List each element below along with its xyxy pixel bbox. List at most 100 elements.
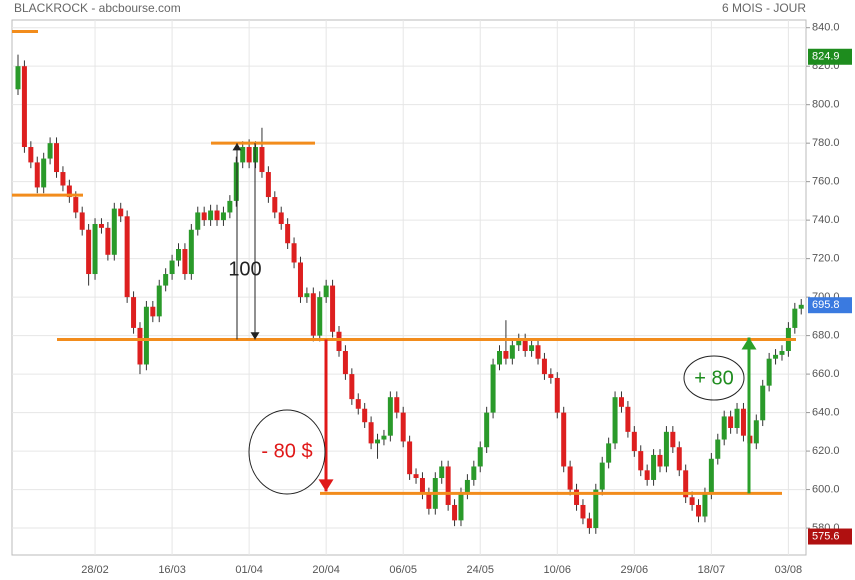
candle-body xyxy=(47,143,53,159)
candle-body xyxy=(529,345,535,352)
chart-title: BLACKROCK - abcbourse.com xyxy=(14,1,181,15)
candle-body xyxy=(586,518,592,529)
y-tick-label: 600.0 xyxy=(812,483,840,495)
candle-body xyxy=(522,339,528,352)
candle-body xyxy=(426,493,432,509)
x-tick-label: 28/02 xyxy=(81,564,109,576)
candle-body xyxy=(60,172,66,186)
candle-body xyxy=(400,412,406,442)
candle-body xyxy=(676,447,682,471)
arrow-head xyxy=(232,143,242,151)
candle-body xyxy=(631,431,637,452)
candle-body xyxy=(143,306,149,365)
candle-body xyxy=(201,212,207,221)
candle-body xyxy=(484,412,490,448)
x-tick-label: 10/06 xyxy=(544,564,572,576)
y-tick-label: 620.0 xyxy=(812,445,840,457)
candle-body xyxy=(105,227,111,255)
y-tick-label: 760.0 xyxy=(812,176,840,188)
candle-body xyxy=(137,327,143,365)
candle-body xyxy=(79,212,85,230)
y-tick-label: 800.0 xyxy=(812,99,840,111)
candle-body xyxy=(689,497,695,505)
candle-body xyxy=(606,443,612,463)
candle-body xyxy=(330,285,336,332)
candle-body xyxy=(336,331,342,352)
candle-body xyxy=(708,458,714,494)
candle-body xyxy=(310,293,316,336)
annotation: 100 xyxy=(228,258,261,280)
candle-body xyxy=(452,504,458,521)
x-tick-label: 24/05 xyxy=(466,564,494,576)
price-tag xyxy=(808,297,852,314)
y-tick-label: 660.0 xyxy=(812,368,840,380)
candle-body xyxy=(773,354,779,359)
annotation-ellipse xyxy=(248,409,326,495)
candle-body xyxy=(702,493,708,517)
candle-body xyxy=(246,147,252,163)
candle-body xyxy=(265,172,271,198)
candle-body xyxy=(182,249,188,275)
candle-body xyxy=(21,66,27,148)
candle-body xyxy=(663,431,669,467)
candle-body xyxy=(323,285,329,298)
candle-body xyxy=(227,200,233,213)
candle-body xyxy=(419,478,425,494)
candle-body xyxy=(195,212,201,230)
candle-body xyxy=(54,143,60,173)
candle-body xyxy=(766,358,772,386)
candle-body xyxy=(657,454,663,467)
y-tick-label: 720.0 xyxy=(812,253,840,265)
candle-body xyxy=(150,306,156,317)
annotation: - 80 $ xyxy=(261,440,312,462)
candle-body xyxy=(272,197,278,213)
annotation-ellipse xyxy=(683,355,745,401)
candle-body xyxy=(15,66,21,90)
candle-body xyxy=(240,147,246,163)
candle-body xyxy=(394,397,400,413)
candle-body xyxy=(580,504,586,519)
candle-body xyxy=(471,466,477,480)
candle-body xyxy=(618,397,624,407)
x-tick-label: 18/07 xyxy=(698,564,726,576)
candle-body xyxy=(798,304,804,309)
candle-body xyxy=(541,358,547,375)
candle-body xyxy=(220,212,226,221)
candle-body xyxy=(612,397,618,444)
candle-body xyxy=(490,364,496,413)
candle-body xyxy=(188,229,194,275)
y-tick-label: 740.0 xyxy=(812,214,840,226)
candle-body xyxy=(413,474,419,479)
candle-body xyxy=(73,197,79,213)
candle-body xyxy=(278,212,284,224)
candle-body xyxy=(98,223,104,228)
candle-body xyxy=(169,260,175,275)
candle-body xyxy=(644,470,650,480)
price-tag-label: 575.6 xyxy=(812,530,840,542)
candle-body xyxy=(387,397,393,436)
candle-body xyxy=(304,293,310,298)
y-tick-label: 640.0 xyxy=(812,406,840,418)
candle-body xyxy=(696,504,702,517)
candle-body xyxy=(670,431,676,448)
candle-body xyxy=(651,454,657,480)
arrow-head xyxy=(250,332,260,340)
candle-body xyxy=(464,479,470,494)
price-tag xyxy=(808,48,852,65)
candle-body xyxy=(439,466,445,479)
candle-body xyxy=(297,262,303,298)
candle-body xyxy=(445,466,451,505)
y-tick-label: 680.0 xyxy=(812,330,840,342)
candle-body xyxy=(625,406,631,432)
candle-body xyxy=(728,416,734,428)
x-tick-label: 06/05 xyxy=(389,564,417,576)
candle-body xyxy=(683,470,689,498)
arrow-head xyxy=(318,479,334,492)
candle-body xyxy=(92,223,98,275)
candle-body xyxy=(34,162,40,188)
x-tick-label: 03/08 xyxy=(775,564,803,576)
candle-body xyxy=(349,374,355,400)
x-tick-label: 01/04 xyxy=(235,564,263,576)
candle-body xyxy=(86,229,92,275)
